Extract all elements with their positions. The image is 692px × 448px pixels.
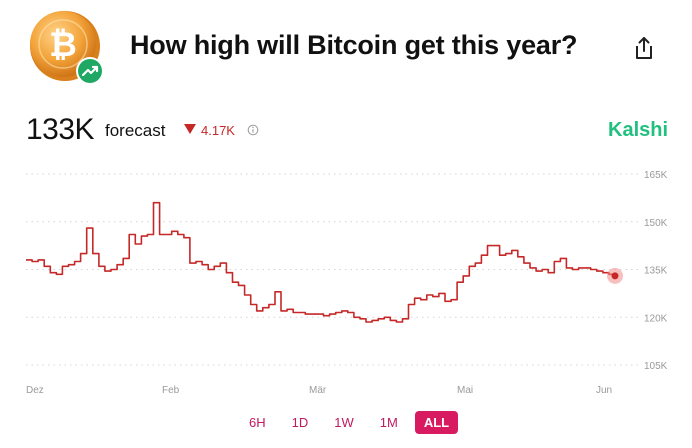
range-button-6h[interactable]: 6H (240, 411, 275, 434)
x-tick-label: Mai (457, 385, 473, 396)
y-tick-label: 105K (644, 361, 668, 372)
range-button-1m[interactable]: 1M (371, 411, 407, 434)
brand-logo[interactable]: Kalshi (608, 119, 669, 141)
range-button-1w[interactable]: 1W (325, 411, 363, 434)
page-title: How high will Bitcoin get this year? (130, 30, 578, 60)
price-chart: 165K 150K 135K 120K 105K Dez Feb Mär Mai Jun (26, 170, 668, 396)
forecast-label: forecast (105, 121, 166, 140)
trending-up-icon (76, 57, 104, 85)
x-tick-label: Dez (26, 385, 44, 396)
x-tick-label: Jun (596, 385, 612, 396)
forecast-value: 133K (26, 113, 95, 146)
svg-text:₿: ₿ (49, 26, 77, 64)
forecast-delta: 4.17K (201, 123, 235, 138)
info-icon[interactable] (247, 124, 259, 136)
series-line (26, 201, 616, 323)
x-tick-label: Feb (162, 385, 180, 396)
y-tick-label: 120K (644, 313, 668, 324)
y-tick-label: 135K (644, 266, 668, 277)
range-button-all[interactable]: ALL (414, 410, 459, 434)
last-point (611, 272, 619, 280)
y-tick-label: 150K (644, 218, 668, 229)
y-tick-label: 165K (644, 170, 668, 181)
x-tick-label: Mär (309, 385, 327, 396)
range-button-1d[interactable]: 1D (283, 411, 318, 434)
bitcoin-coin-icon: ₿ (30, 11, 100, 81)
share-icon[interactable] (632, 35, 656, 61)
down-triangle-icon (184, 124, 196, 134)
time-range-selector: 6H 1D 1W 1M ALL (236, 410, 462, 434)
